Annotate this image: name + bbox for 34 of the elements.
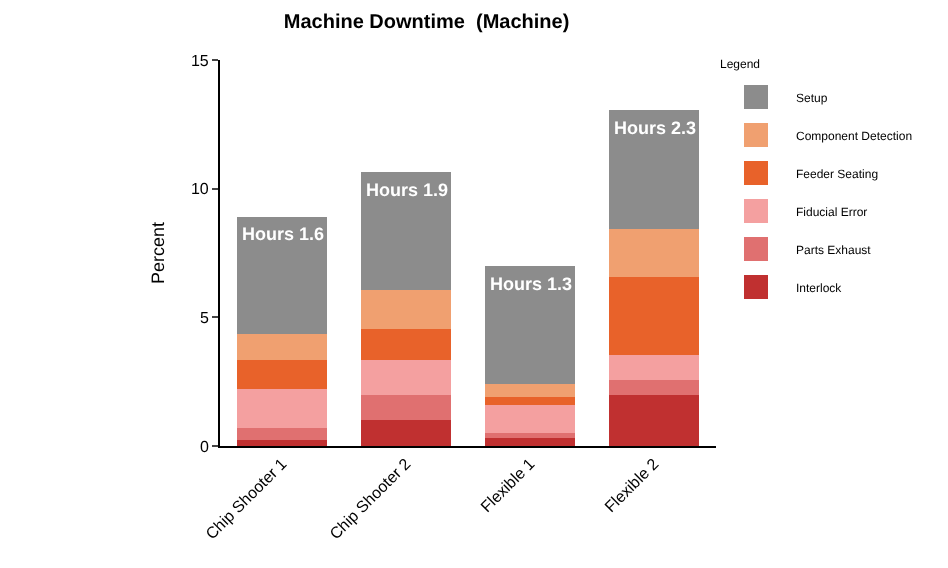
bar: [237, 359, 327, 390]
bar: [361, 359, 451, 395]
bar: [485, 433, 575, 439]
bar: [609, 394, 699, 446]
bar: [485, 397, 575, 405]
bar: [609, 110, 699, 229]
bar: [237, 439, 327, 446]
y-tick-label: 0: [199, 437, 210, 456]
bar: [361, 394, 451, 421]
bar: [485, 404, 575, 434]
bar: [361, 328, 451, 360]
annotation: Hours 1.9: [366, 180, 449, 200]
y-tick-label: 10: [190, 180, 210, 199]
bar: [237, 216, 327, 335]
bar: [361, 420, 451, 446]
bar: [609, 228, 699, 278]
bar: [237, 427, 327, 440]
bar: [609, 354, 699, 381]
bar: [609, 277, 699, 355]
bar: [361, 290, 451, 329]
bar: [361, 171, 451, 291]
bar: [237, 334, 327, 360]
annotation: Hours 1.3: [490, 274, 573, 294]
bar: [609, 380, 699, 395]
bar: [485, 438, 575, 446]
bar: [485, 384, 575, 398]
y-tick-label: 5: [199, 308, 210, 327]
annotation: Hours 1.6: [242, 224, 325, 244]
chart-title: Machine Downtime (Machine): [283, 12, 570, 35]
bar: [485, 265, 575, 385]
annotation: Hours 2.3: [614, 118, 697, 138]
y-axis-title: Percent: [148, 221, 168, 285]
y-tick-label: 15: [190, 51, 210, 70]
bar: [237, 389, 327, 428]
